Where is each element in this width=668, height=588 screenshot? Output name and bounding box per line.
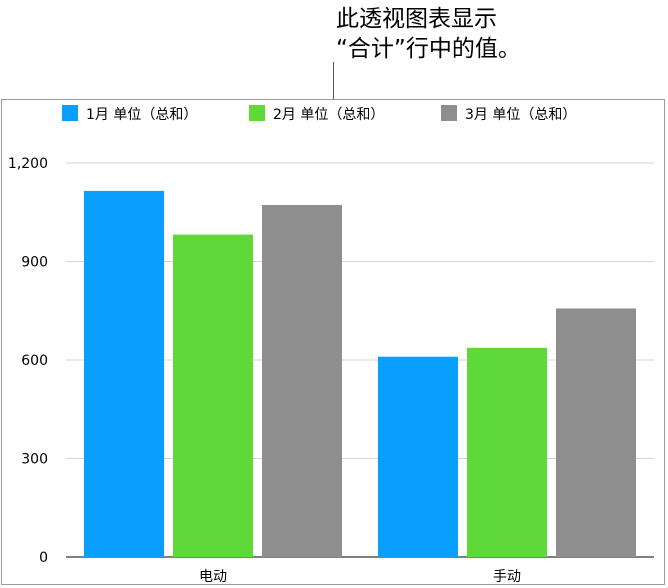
callout-annotation: 此透视图表显示 “合计”行中的值。 [336, 4, 521, 64]
callout-line-1: 此透视图表显示 [336, 6, 497, 32]
chart-frame [1, 99, 665, 585]
legend-swatch-3 [441, 105, 457, 121]
bar-1-1 [84, 190, 164, 558]
y-tick-label: 900 [21, 255, 48, 271]
callout-leader-line [333, 62, 334, 100]
legend-label-2: 2月 单位（总和） [273, 107, 384, 123]
legend-swatch-1 [62, 105, 78, 121]
bar-3-1 [262, 205, 342, 557]
chart-frame-right-edge [664, 99, 665, 585]
legend-label-3: 3月 单位（总和） [465, 107, 576, 123]
x-category-label: 电动 [199, 569, 227, 585]
x-category-label: 手动 [493, 569, 521, 585]
bar-2-2 [467, 347, 547, 557]
y-tick-label: 600 [21, 353, 48, 369]
bar-1-2 [378, 356, 458, 557]
y-tick-label: 1,200 [8, 156, 48, 172]
legend-label-1: 1月 单位（总和） [86, 107, 197, 123]
y-tick-label: 0 [39, 550, 48, 566]
y-tick-label: 300 [21, 452, 48, 468]
legend-swatch-2 [249, 105, 265, 121]
bar-2-1 [173, 234, 253, 557]
bar-3-2 [556, 308, 636, 557]
callout-line-2: “合计”行中的值。 [336, 36, 521, 62]
